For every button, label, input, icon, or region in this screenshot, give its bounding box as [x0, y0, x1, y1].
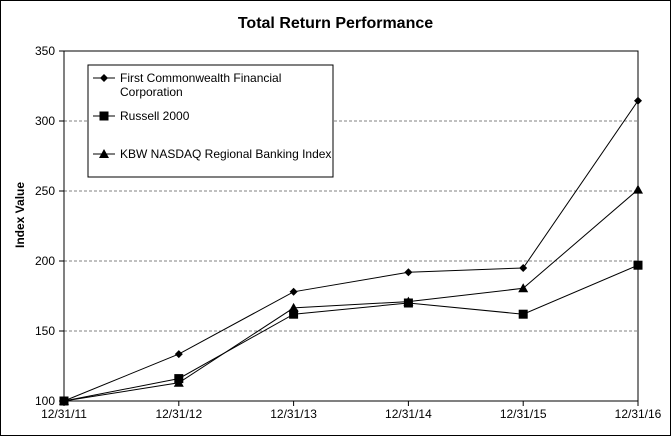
series-line-diamond: [63, 100, 639, 402]
data-point-triangle: [633, 184, 643, 194]
legend-label: First Commonwealth Financial: [120, 71, 281, 85]
plot-area: [63, 50, 639, 402]
x-tick-label: 12/31/13: [270, 407, 317, 421]
x-tick-label: 12/31/15: [500, 407, 547, 421]
series-line-triangle: [63, 189, 639, 402]
x-tick-label: 12/31/16: [615, 407, 662, 421]
legend-label: Russell 2000: [120, 109, 190, 123]
data-point-diamond: [289, 287, 298, 296]
data-point-triangle: [288, 302, 299, 312]
data-point-diamond: [519, 264, 528, 272]
data-point-diamond: [404, 268, 413, 277]
legend: [87, 64, 334, 178]
data-point-triangle: [173, 377, 184, 387]
series-line-square: [63, 264, 639, 402]
data-point-square: [518, 309, 528, 319]
data-point-triangle: [518, 283, 529, 293]
data-point-diamond: [174, 350, 183, 359]
y-tick-label: 200: [35, 254, 55, 268]
y-tick-label: 300: [35, 114, 55, 128]
legend-marker-square: [99, 111, 109, 121]
data-point-triangle: [59, 396, 69, 405]
legend-marker-triangle: [99, 149, 109, 158]
x-tick-label: 12/31/12: [155, 407, 202, 421]
y-tick-label: 150: [35, 324, 55, 338]
data-point-square: [633, 260, 643, 270]
data-point-triangle: [403, 296, 414, 306]
legend-label: Corporation: [120, 85, 183, 99]
y-tick-label: 100: [35, 394, 55, 408]
legend-marker-diamond: [100, 74, 108, 82]
y-tick-label: 350: [35, 44, 55, 58]
legend-label: KBW NASDAQ Regional Banking Index: [120, 147, 331, 161]
y-tick-label: 250: [35, 184, 55, 198]
data-point-diamond: [634, 96, 642, 105]
x-tick-label: 12/31/11: [41, 407, 87, 421]
x-tick-label: 12/31/14: [385, 407, 432, 421]
data-point-square: [289, 309, 299, 319]
chart-title: Total Return Performance: [237, 15, 434, 32]
